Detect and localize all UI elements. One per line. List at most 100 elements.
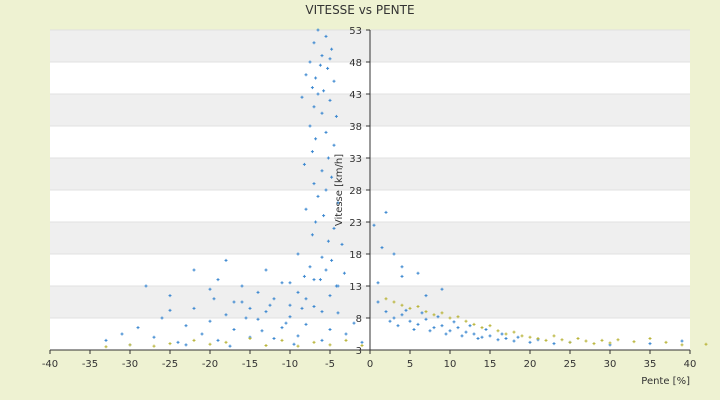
data-point <box>352 321 356 325</box>
x-tick-label: 40 <box>684 359 697 370</box>
data-point <box>512 330 516 334</box>
data-point <box>240 284 244 288</box>
data-point <box>504 336 508 340</box>
data-point <box>310 233 314 237</box>
data-point <box>326 156 330 160</box>
data-point <box>310 86 314 90</box>
data-point <box>528 335 532 339</box>
data-point <box>316 28 320 32</box>
data-point <box>272 297 276 301</box>
data-point <box>284 321 288 325</box>
data-point <box>320 310 324 314</box>
data-point <box>300 306 304 310</box>
data-point <box>184 324 188 328</box>
data-point <box>396 324 400 328</box>
data-point <box>184 343 188 347</box>
data-point <box>208 342 212 346</box>
data-point <box>312 278 316 282</box>
chart-title: VITESSE vs PENTE <box>305 3 414 17</box>
data-point <box>314 76 318 80</box>
data-point <box>302 162 306 166</box>
data-point <box>484 328 488 332</box>
data-point <box>428 329 432 333</box>
data-point <box>456 315 460 319</box>
data-point <box>568 340 572 344</box>
data-point <box>316 194 320 198</box>
data-point <box>192 268 196 272</box>
data-point <box>136 326 140 330</box>
y-tick-label: 43 <box>349 90 362 101</box>
data-point <box>304 322 308 326</box>
y-axis-label: Vitesse [km/h] <box>334 154 345 226</box>
x-tick-label: -30 <box>122 359 138 370</box>
data-point <box>322 89 326 93</box>
data-point <box>248 306 252 310</box>
data-point <box>440 311 444 315</box>
data-point <box>296 252 300 256</box>
data-point <box>160 316 164 320</box>
data-point <box>192 306 196 310</box>
axes: -40 -35 -30 -25 -20 -15 -10 -5 0 5 10 15 20 25 30 35 40 3… <box>42 26 697 370</box>
data-point <box>330 258 334 262</box>
data-point <box>440 287 444 291</box>
data-point <box>280 326 284 330</box>
data-point <box>376 281 380 285</box>
data-point <box>632 340 636 344</box>
data-point <box>432 313 436 317</box>
data-point <box>536 336 540 340</box>
data-point <box>332 79 336 83</box>
x-tick-label: 15 <box>484 359 497 370</box>
data-point <box>342 271 346 275</box>
data-point <box>608 341 612 345</box>
data-point <box>468 324 472 328</box>
data-point <box>424 294 428 298</box>
data-point <box>260 329 264 333</box>
data-point <box>176 340 180 344</box>
data-point <box>360 344 364 348</box>
data-point <box>464 319 468 323</box>
data-point <box>300 95 304 99</box>
data-point <box>392 300 396 304</box>
data-point <box>326 239 330 243</box>
data-point <box>648 336 652 340</box>
data-point <box>264 344 268 348</box>
data-point <box>168 342 172 346</box>
data-point <box>152 344 156 348</box>
data-point <box>292 342 296 346</box>
data-point <box>224 340 228 344</box>
data-point <box>208 287 212 291</box>
data-point <box>464 330 468 334</box>
data-point <box>216 278 220 282</box>
data-point <box>512 339 516 343</box>
data-point <box>460 334 464 338</box>
data-point <box>680 339 684 343</box>
data-point <box>256 317 260 321</box>
data-point <box>552 342 556 346</box>
data-point <box>288 303 292 307</box>
data-point <box>444 332 448 336</box>
data-point <box>664 340 668 344</box>
data-point <box>288 281 292 285</box>
data-point <box>456 326 460 330</box>
data-point <box>584 339 588 343</box>
data-point <box>256 290 260 294</box>
data-point <box>312 304 316 308</box>
data-point <box>528 340 532 344</box>
data-point <box>152 335 156 339</box>
data-point <box>320 169 324 173</box>
data-point <box>216 338 220 342</box>
data-point <box>308 60 312 64</box>
data-point <box>552 334 556 338</box>
data-point <box>324 130 328 134</box>
data-point <box>472 332 476 336</box>
data-point <box>488 334 492 338</box>
data-point <box>404 308 408 312</box>
data-point <box>704 342 708 346</box>
data-point <box>322 214 326 218</box>
data-point <box>476 336 480 340</box>
data-point <box>600 338 604 342</box>
data-point <box>248 336 252 340</box>
x-tick-label: 30 <box>604 359 617 370</box>
data-point <box>312 41 316 45</box>
x-tick-label: -20 <box>202 359 218 370</box>
